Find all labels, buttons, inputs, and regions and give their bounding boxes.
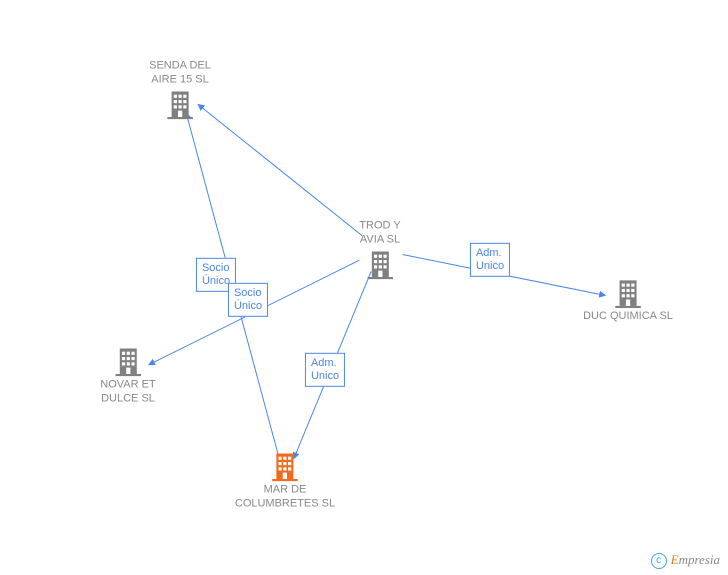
building-icon — [363, 247, 397, 281]
node-mar[interactable]: MAR DE COLUMBRETES SL — [235, 449, 335, 511]
node-label: MAR DE COLUMBRETES SL — [235, 483, 335, 511]
brand-rest: mpresia — [679, 552, 720, 567]
edge-label-trod-duc[interactable]: Adm. Unico — [470, 243, 510, 277]
node-senda[interactable]: SENDA DEL AIRE 15 SL — [149, 59, 211, 121]
building-icon — [611, 276, 645, 310]
copyright-icon: c — [651, 553, 667, 569]
node-label: SENDA DEL AIRE 15 SL — [149, 59, 211, 87]
watermark: cEmpresia — [651, 552, 720, 569]
node-label: TROD Y AVIA SL — [359, 219, 400, 247]
building-icon — [111, 344, 145, 378]
diagram-canvas: SENDA DEL AIRE 15 SL TROD Y AVIA SL — [0, 0, 728, 575]
node-label: DUC QUIMICA SL — [583, 310, 673, 324]
edge-label-trod-mar[interactable]: Adm. Unico — [305, 353, 345, 387]
building-icon — [268, 449, 302, 483]
node-duc[interactable]: DUC QUIMICA SL — [583, 276, 673, 324]
node-novar[interactable]: NOVAR ET DULCE SL — [100, 344, 155, 406]
brand-first-letter: E — [671, 552, 679, 567]
node-trod[interactable]: TROD Y AVIA SL — [359, 219, 400, 281]
node-label: NOVAR ET DULCE SL — [100, 378, 155, 406]
building-icon — [163, 87, 197, 121]
edge-trod-senda — [198, 104, 362, 235]
edge-label-trod-novar[interactable]: Socio Único — [228, 283, 268, 317]
